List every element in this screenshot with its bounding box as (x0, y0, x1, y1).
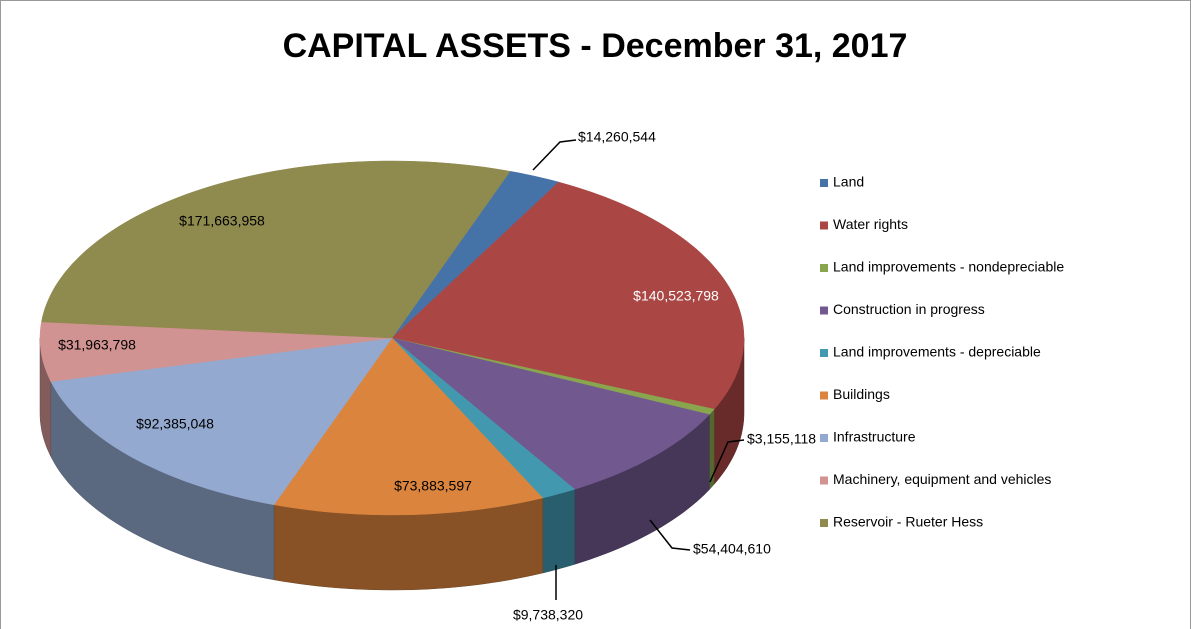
legend-text: Land improvements - depreciable (833, 344, 1041, 360)
data-label: $14,260,544 (578, 129, 656, 145)
slice (391, 171, 560, 339)
legend-text: Land (833, 174, 864, 190)
chart-title: CAPITAL ASSETS - December 31, 2017 (283, 27, 908, 65)
leader-line (532, 139, 577, 171)
data-label: $140,523,798 (633, 288, 719, 304)
leader-line (649, 519, 691, 551)
legend-text: Land improvements - nondepreciable (833, 259, 1064, 275)
slice (50, 337, 393, 506)
legend-swatch (820, 221, 828, 230)
slice (273, 337, 544, 516)
legend-swatch (820, 264, 828, 272)
data-label: $92,385,048 (136, 416, 214, 432)
legend-swatch (820, 179, 828, 187)
slice (391, 181, 745, 410)
legend-swatch (820, 391, 828, 400)
slice (391, 337, 710, 490)
legend-text: Water rights (833, 216, 908, 232)
legend-text: Buildings (833, 386, 890, 402)
data-label: $73,883,597 (394, 478, 472, 494)
legend-text: Construction in progress (833, 301, 985, 317)
legend-swatch (820, 306, 828, 315)
data-label: $171,663,958 (179, 213, 265, 229)
legend-text: Reservoir - Rueter Hess (833, 514, 983, 530)
legend-text: Machinery, equipment and vehicles (833, 471, 1051, 487)
slice (39, 321, 393, 382)
legend-swatch (820, 476, 828, 485)
slice-side (542, 488, 575, 574)
legend-swatch (820, 519, 828, 527)
legend-swatch (820, 434, 828, 442)
legend-swatch (820, 349, 828, 357)
data-label: $31,963,798 (58, 337, 136, 353)
data-label: $3,155,118 (747, 431, 816, 447)
leader-line (709, 439, 745, 483)
slice (41, 160, 511, 339)
data-label: $54,404,610 (693, 541, 771, 557)
legend-text: Infrastructure (833, 429, 916, 445)
data-label: $9,738,320 (513, 607, 583, 623)
